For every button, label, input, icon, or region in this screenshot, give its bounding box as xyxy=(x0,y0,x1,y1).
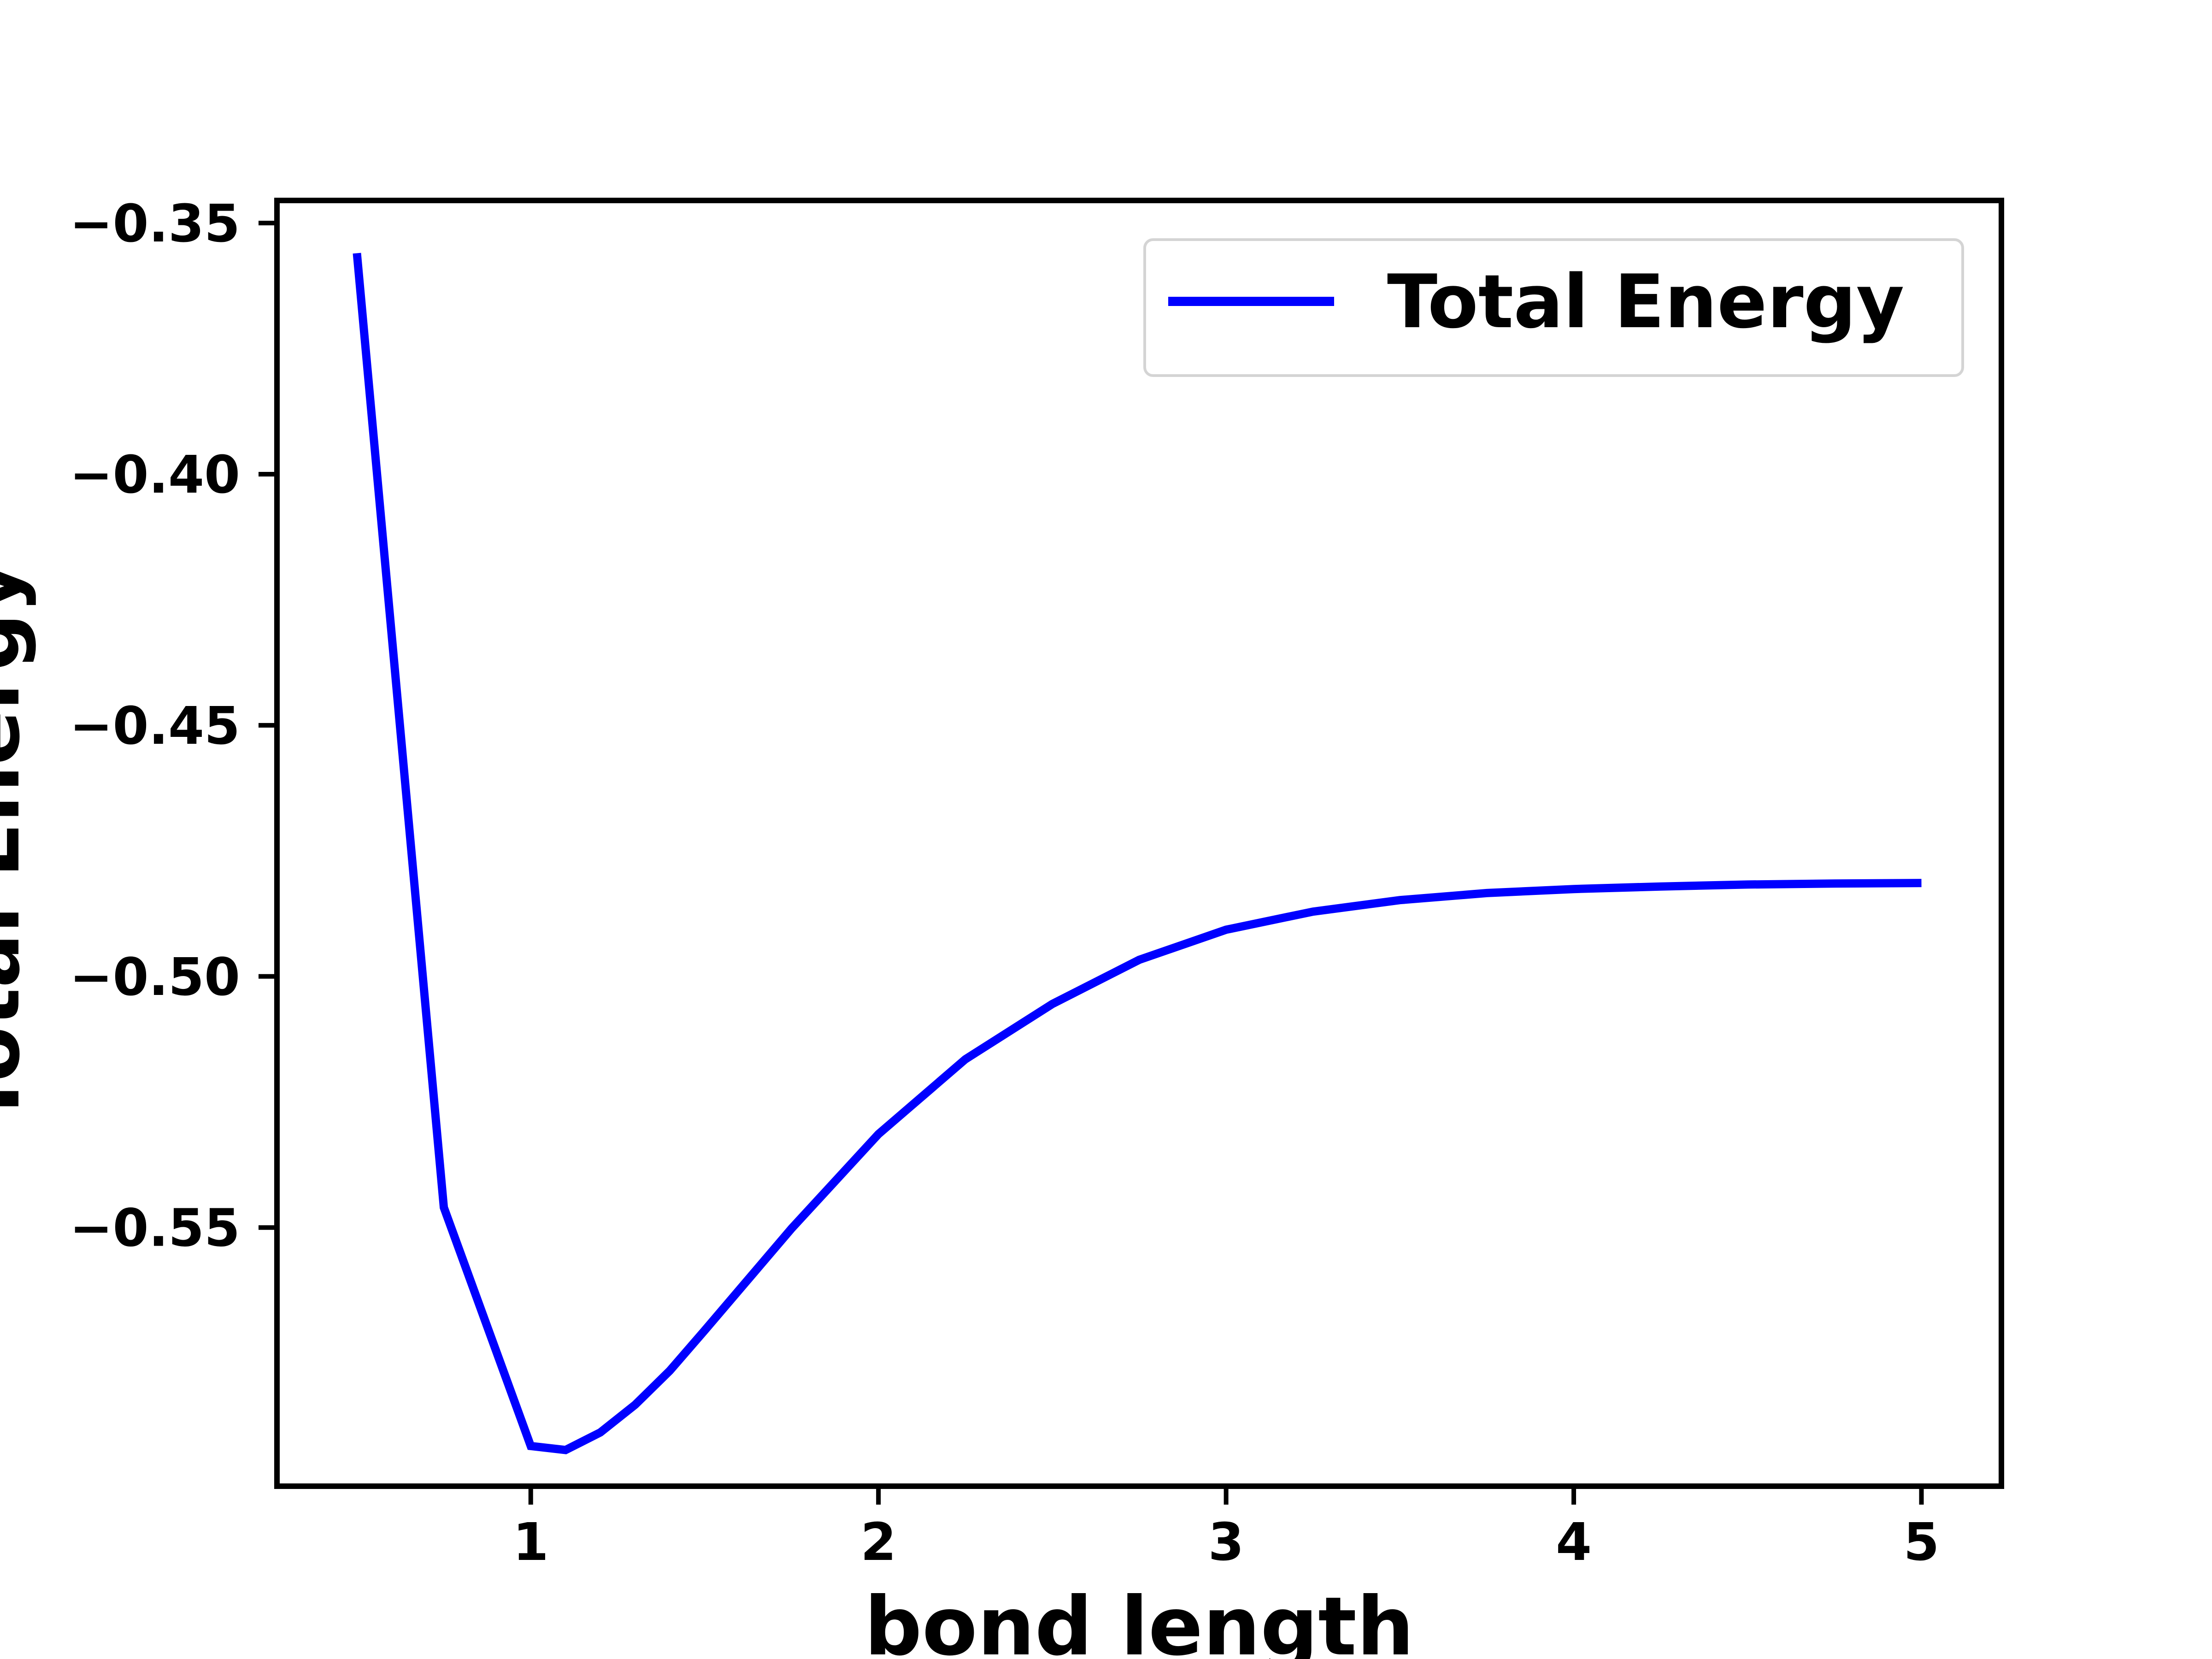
legend-box xyxy=(1143,238,1964,377)
ticks-layer: 1 2 3 4 5 −0.35 −0.40 −0.45 −0.50 −0.55 xyxy=(70,194,1940,1572)
plot-frame xyxy=(274,198,2004,1489)
y-tick-label: −0.55 xyxy=(70,1199,240,1259)
legend: Total Energy xyxy=(1143,238,1964,377)
x-tick-label: 1 xyxy=(513,1512,549,1572)
y-tick-label: −0.45 xyxy=(70,696,240,756)
legend-label: Total Energy xyxy=(1387,259,1904,345)
x-axis-title: bond length xyxy=(864,1580,1414,1659)
x-tick-label: 3 xyxy=(1208,1512,1244,1572)
series-layer xyxy=(353,253,1922,1454)
y-tick-label: −0.50 xyxy=(70,947,240,1007)
x-tick-label: 5 xyxy=(1904,1512,1940,1572)
y-axis-title: Total Energy xyxy=(0,560,38,1126)
y-tick-label: −0.35 xyxy=(70,194,240,254)
series-line-0 xyxy=(353,253,1922,1454)
x-tick-label: 2 xyxy=(860,1512,896,1572)
x-tick-label: 4 xyxy=(1556,1512,1592,1572)
y-tick-label: −0.40 xyxy=(70,445,240,505)
